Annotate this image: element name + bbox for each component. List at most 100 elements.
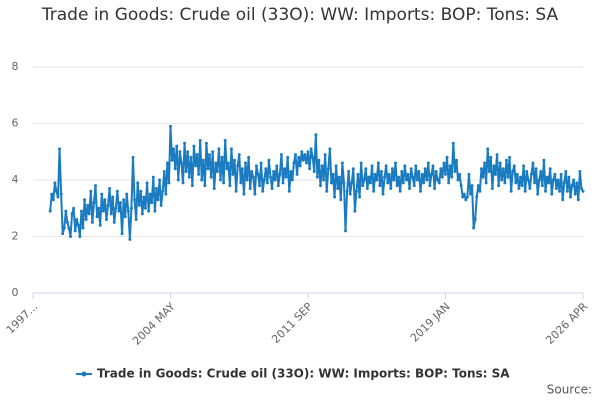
point — [183, 141, 187, 145]
point — [159, 203, 163, 207]
point — [559, 172, 563, 176]
point — [389, 186, 393, 190]
point — [376, 161, 380, 165]
point — [462, 192, 466, 196]
point — [483, 161, 487, 165]
point — [273, 178, 277, 182]
point — [295, 172, 299, 176]
point — [428, 184, 432, 188]
point — [236, 164, 240, 168]
point — [150, 201, 154, 205]
point — [312, 170, 316, 174]
point — [319, 184, 322, 188]
point — [125, 192, 129, 196]
point — [259, 161, 263, 165]
point — [162, 170, 166, 174]
point — [556, 178, 560, 182]
point — [62, 226, 66, 230]
point — [158, 178, 162, 182]
point — [65, 220, 69, 224]
point — [469, 192, 472, 196]
point — [473, 218, 477, 222]
point — [417, 170, 421, 174]
point — [348, 192, 352, 196]
point — [175, 144, 179, 148]
point — [209, 175, 213, 179]
point — [394, 161, 397, 165]
point — [440, 175, 444, 179]
point — [442, 161, 446, 165]
point — [401, 181, 405, 185]
legend-item[interactable]: Trade in Goods: Crude oil (33O): WW: Imp… — [76, 367, 510, 381]
point — [445, 155, 449, 159]
point — [564, 170, 568, 174]
point — [129, 206, 133, 210]
point — [164, 192, 168, 196]
point — [331, 172, 335, 176]
point — [495, 153, 499, 157]
point — [290, 178, 294, 182]
point — [101, 209, 105, 213]
point — [547, 181, 551, 185]
point — [114, 206, 118, 210]
point — [578, 170, 582, 174]
point — [100, 192, 104, 196]
point — [572, 178, 576, 182]
point — [461, 195, 465, 199]
point — [425, 178, 429, 182]
point — [126, 209, 130, 213]
point — [504, 158, 508, 162]
point — [333, 195, 337, 199]
point — [539, 170, 543, 174]
point — [370, 164, 374, 168]
point — [487, 170, 491, 174]
point — [501, 167, 505, 171]
point — [179, 161, 183, 165]
point — [276, 184, 280, 188]
point — [131, 155, 135, 159]
point — [98, 223, 102, 227]
point — [237, 153, 241, 157]
point — [444, 172, 447, 176]
point — [464, 198, 468, 202]
point — [550, 192, 554, 196]
point — [154, 186, 158, 190]
point — [422, 181, 426, 185]
point — [322, 178, 326, 182]
point — [137, 203, 141, 207]
point — [576, 198, 580, 202]
point — [222, 181, 226, 185]
point — [147, 209, 151, 213]
point — [522, 164, 526, 168]
point — [178, 150, 182, 154]
point — [212, 186, 216, 190]
point — [133, 198, 137, 202]
point — [275, 164, 279, 168]
point — [337, 175, 341, 179]
point — [272, 170, 276, 174]
point — [172, 147, 176, 151]
point — [148, 192, 152, 196]
point — [94, 184, 97, 188]
point — [140, 212, 144, 216]
point — [203, 184, 207, 188]
point — [354, 189, 358, 193]
point — [454, 158, 458, 162]
point — [386, 181, 390, 185]
point — [542, 158, 546, 162]
point — [420, 172, 424, 176]
point — [64, 209, 68, 213]
point — [534, 167, 538, 171]
point — [323, 153, 327, 157]
point — [229, 147, 233, 151]
point — [128, 237, 132, 241]
point — [347, 170, 351, 174]
point — [328, 147, 332, 151]
point — [239, 181, 243, 185]
y-tick-label: 0 — [12, 286, 19, 299]
point — [456, 178, 460, 182]
y-tick-label: 8 — [12, 60, 19, 73]
point — [214, 161, 218, 165]
point — [122, 198, 126, 202]
